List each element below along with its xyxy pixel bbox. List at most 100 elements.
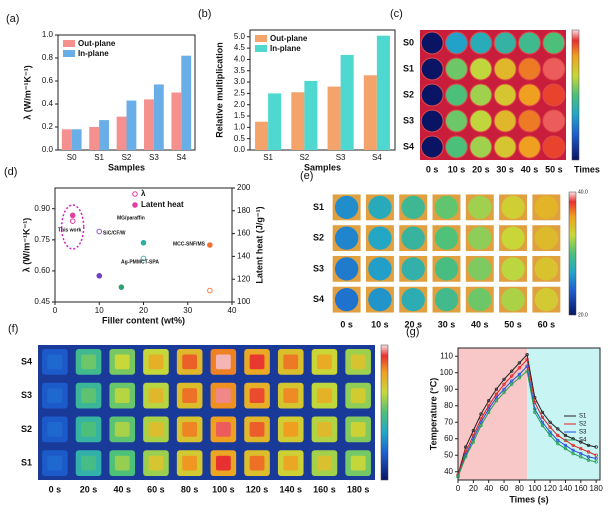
row-label: S1 <box>313 202 324 212</box>
y2-tick-label: 200 <box>237 183 251 192</box>
device-core <box>182 354 198 370</box>
point <box>69 218 76 224</box>
bar <box>327 86 341 150</box>
y-tick-label: 2.5 <box>234 89 246 98</box>
x-tick-label: 20 <box>139 306 148 315</box>
plot-frame <box>457 347 601 481</box>
y-tick-label: 1.5 <box>234 111 246 120</box>
y-tick-label: 4.0 <box>234 55 246 64</box>
sample-thermal <box>534 226 559 250</box>
device-core <box>249 455 265 471</box>
y-tick-label: 5.0 <box>234 32 246 41</box>
device-core <box>81 455 96 471</box>
bar <box>291 92 305 150</box>
series-line <box>457 365 597 477</box>
x-tick-label: 100 <box>528 484 542 493</box>
sample-thermal <box>501 287 525 312</box>
point <box>563 447 568 451</box>
sample-thermal <box>542 31 566 55</box>
point <box>479 423 483 428</box>
column-label: 0 s <box>340 319 353 329</box>
bar <box>340 54 354 151</box>
point <box>517 372 522 377</box>
column-label: 180 s <box>347 484 370 494</box>
point <box>533 410 537 415</box>
x-axis-label: Samples <box>304 162 341 172</box>
sample-thermal <box>534 195 559 220</box>
point <box>579 451 583 456</box>
device-core <box>317 354 332 370</box>
sample-thermal <box>468 195 492 220</box>
row-label: S3 <box>403 115 414 125</box>
x-tick-label: 80 <box>515 484 524 493</box>
legend-label: S1 <box>579 414 587 420</box>
device-core <box>114 388 130 404</box>
x-tick-label: 120 <box>543 484 557 493</box>
legend-marker <box>132 202 138 208</box>
point <box>548 430 552 434</box>
sample-thermal <box>420 31 444 55</box>
y-tick-label: 3.5 <box>234 66 246 75</box>
device-core <box>350 455 366 471</box>
sample-thermal <box>501 257 525 281</box>
point <box>207 287 213 294</box>
y-axis-label: λ (W/m⁻¹K⁻¹) <box>22 65 32 120</box>
point <box>525 352 529 357</box>
device-core <box>249 354 265 370</box>
point <box>525 369 529 373</box>
sample-thermal <box>542 83 566 107</box>
point <box>69 212 76 219</box>
device-core <box>114 421 130 437</box>
highlight <box>60 204 85 250</box>
sample-thermal <box>334 226 359 250</box>
device-core <box>182 388 198 404</box>
sample-thermal <box>542 57 566 81</box>
bar <box>153 84 164 150</box>
point <box>594 460 598 464</box>
x-tick-label: 160 <box>574 484 588 493</box>
point <box>571 443 575 448</box>
point <box>540 415 545 419</box>
legend-swatch <box>63 50 75 57</box>
legend-marker <box>132 191 138 197</box>
y-tick-label: 60 <box>444 434 453 443</box>
panel-label: (g) <box>406 326 419 338</box>
y-tick-label: 0.90 <box>34 204 50 213</box>
point <box>510 374 514 378</box>
point <box>96 272 103 279</box>
x-tick-label: 40 <box>228 306 237 315</box>
y-tick-label: 90 <box>444 384 453 393</box>
x-tick-label: 0 <box>456 484 461 493</box>
series-line <box>457 370 597 477</box>
sample-thermal <box>469 83 493 107</box>
point <box>586 455 591 459</box>
column-label: 50 s <box>504 319 522 329</box>
legend-label: S3 <box>579 430 587 436</box>
device-core <box>47 388 63 404</box>
heating-zone <box>458 348 528 480</box>
y-tick-label: 0.60 <box>34 266 50 275</box>
point <box>140 239 147 246</box>
point <box>556 438 560 443</box>
device-core <box>283 455 299 471</box>
bar <box>304 80 318 150</box>
device-core <box>81 354 96 370</box>
y2-tick-label: 100 <box>237 297 251 306</box>
point <box>140 255 147 262</box>
point <box>594 453 598 457</box>
x-tick-label: S2 <box>122 153 132 162</box>
x-tick-label: 0 <box>53 306 58 315</box>
x-tick-label: 40 <box>484 484 493 493</box>
y2-tick-label: 160 <box>237 229 251 238</box>
column-label: 40 s <box>521 164 539 174</box>
legend-label: λ <box>141 189 146 198</box>
row-label: S3 <box>313 263 324 273</box>
y-axis-label: λ (W/m⁻¹K⁻¹) <box>21 218 31 273</box>
x-tick-label: S0 <box>67 153 77 162</box>
sample-thermal <box>420 109 444 133</box>
column-label: 40 s <box>113 484 131 494</box>
panel-label: (f) <box>8 323 18 335</box>
point <box>464 455 468 459</box>
device-core <box>350 354 366 370</box>
point <box>579 447 583 451</box>
